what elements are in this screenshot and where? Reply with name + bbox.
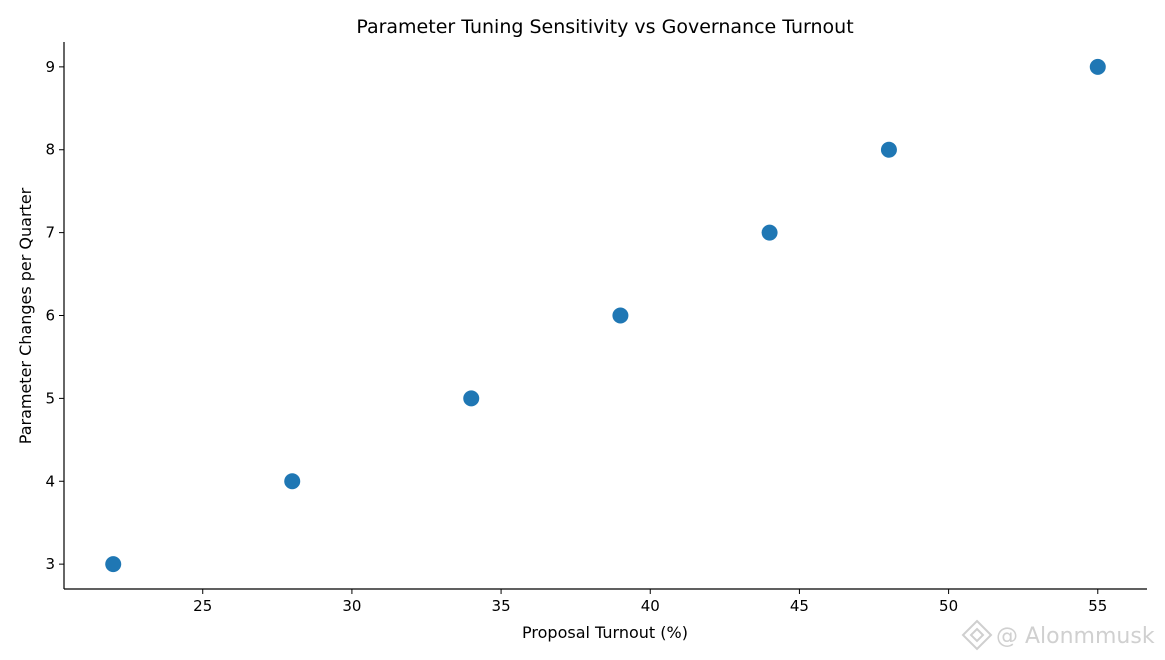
x-axis-label: Proposal Turnout (%) xyxy=(522,623,688,642)
x-tick-label: 25 xyxy=(193,597,212,615)
plot-axes xyxy=(63,42,1147,590)
x-tick-label: 35 xyxy=(492,597,511,615)
data-points xyxy=(105,58,1106,573)
y-tick-label: 9 xyxy=(45,58,55,76)
watermark-text: @ Alonmmusk xyxy=(996,624,1155,649)
data-point xyxy=(105,556,122,573)
x-tick-label: 45 xyxy=(790,597,809,615)
y-axis-ticks: 3 4 5 6 7 8 9 xyxy=(45,58,64,573)
y-axis-label: Parameter Changes per Quarter xyxy=(16,187,35,444)
data-point xyxy=(284,473,301,490)
y-tick-label: 6 xyxy=(45,307,55,325)
x-tick-label: 40 xyxy=(641,597,660,615)
data-point xyxy=(1089,58,1106,75)
data-point xyxy=(463,390,480,407)
y-tick-label: 7 xyxy=(45,224,55,242)
data-point xyxy=(761,224,778,241)
y-tick-label: 3 xyxy=(45,555,55,573)
x-tick-label: 30 xyxy=(342,597,361,615)
x-tick-label: 50 xyxy=(939,597,958,615)
x-axis-ticks: 25 30 35 40 45 50 55 xyxy=(193,589,1107,615)
y-tick-label: 4 xyxy=(45,472,55,490)
watermark: @ Alonmmusk xyxy=(961,619,1155,651)
data-point xyxy=(612,307,629,324)
x-tick-label: 55 xyxy=(1088,597,1107,615)
y-tick-label: 8 xyxy=(45,141,55,159)
data-point xyxy=(880,141,897,158)
chart-title: Parameter Tuning Sensitivity vs Governan… xyxy=(356,16,853,38)
binance-logo-icon xyxy=(961,619,993,651)
y-tick-label: 5 xyxy=(45,389,55,407)
